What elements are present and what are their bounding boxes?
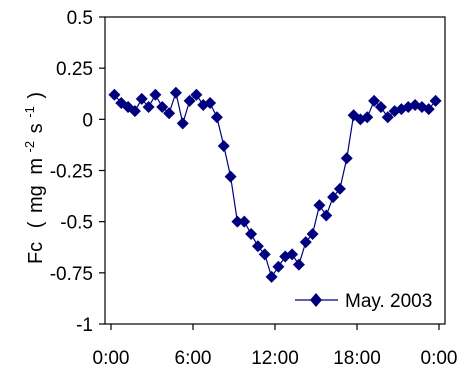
y-axis-label-unit1: mg bbox=[25, 185, 47, 213]
data-point bbox=[135, 92, 148, 105]
data-point bbox=[183, 94, 196, 107]
data-point bbox=[381, 111, 394, 124]
x-tick-label: 12:00 bbox=[251, 348, 299, 369]
y-axis-label-close: ) bbox=[25, 92, 47, 99]
y-axis-label-exp1: -2 bbox=[22, 141, 37, 153]
data-point bbox=[224, 170, 237, 183]
data-point bbox=[128, 105, 141, 118]
data-point bbox=[231, 215, 244, 228]
axis-tick-labels: 0.50.250-0.25-0.5-0.75-10:00 6:00 12:00 18:… bbox=[50, 8, 458, 369]
y-axis-label-unit3: s bbox=[25, 123, 47, 133]
data-point bbox=[163, 107, 176, 120]
x-tick-label: 0:00 bbox=[421, 348, 458, 369]
data-point bbox=[142, 101, 155, 114]
data-point bbox=[320, 209, 333, 222]
data-point bbox=[272, 260, 285, 273]
data-point bbox=[169, 86, 182, 99]
y-tick-label: -0.25 bbox=[50, 162, 93, 183]
data-point bbox=[361, 111, 374, 124]
y-tick-label: -0.75 bbox=[50, 264, 93, 285]
data-point bbox=[306, 227, 319, 240]
data-point bbox=[286, 248, 299, 261]
data-point bbox=[292, 258, 305, 271]
data-point bbox=[156, 101, 169, 114]
legend-marker bbox=[310, 293, 322, 307]
data-point bbox=[265, 270, 278, 283]
data-point bbox=[299, 236, 312, 249]
data-point bbox=[258, 248, 271, 261]
data-point bbox=[245, 227, 258, 240]
y-axis-label: Fc ( mg m -2 s -1 ) bbox=[17, 92, 47, 264]
data-point bbox=[313, 199, 326, 212]
y-axis-label-exp2: -1 bbox=[22, 106, 37, 118]
y-tick-label: -0.5 bbox=[60, 213, 93, 234]
data-point bbox=[422, 103, 435, 116]
data-point bbox=[176, 117, 189, 130]
y-axis-label-symbol: Fc bbox=[25, 242, 47, 264]
y-axis-label-unit2: m bbox=[25, 158, 47, 175]
axis-ticks bbox=[99, 16, 440, 330]
data-point bbox=[190, 88, 203, 101]
data-point bbox=[429, 94, 442, 107]
y-tick-label: 0 bbox=[82, 110, 93, 131]
y-tick-label: -1 bbox=[76, 315, 93, 336]
data-point bbox=[368, 94, 381, 107]
x-tick-label: 6:00 bbox=[175, 348, 212, 369]
data-point bbox=[149, 88, 162, 101]
data-point bbox=[204, 96, 217, 109]
legend-label-may-2003: May. 2003 bbox=[345, 291, 432, 312]
x-tick-label: 0:00 bbox=[93, 348, 130, 369]
data-point bbox=[251, 240, 264, 253]
data-point bbox=[217, 139, 230, 152]
legend: May. 2003 bbox=[295, 291, 432, 312]
x-tick-label: 18:00 bbox=[333, 348, 381, 369]
y-tick-label: 0.5 bbox=[67, 8, 93, 29]
data-point bbox=[108, 88, 121, 101]
data-point bbox=[333, 182, 346, 195]
data-point bbox=[374, 101, 387, 114]
data-point bbox=[340, 152, 353, 165]
y-axis-label-open: ( bbox=[25, 221, 47, 228]
data-point bbox=[238, 215, 251, 228]
data-point bbox=[210, 111, 223, 124]
data-point bbox=[327, 191, 340, 204]
y-tick-label: 0.25 bbox=[56, 59, 93, 80]
series-layer bbox=[108, 86, 442, 283]
